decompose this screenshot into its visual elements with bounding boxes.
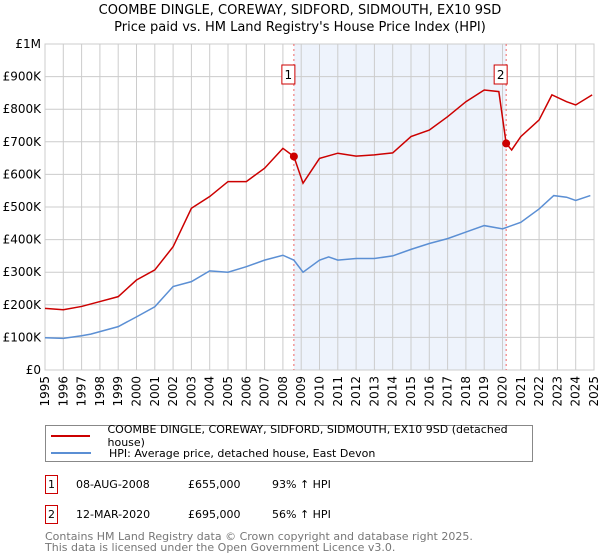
hpi-line [44, 194, 591, 340]
y-tick-label: £700K [3, 135, 43, 149]
legend: COOMBE DINGLE, COREWAY, SIDFORD, SIDMOUT… [45, 423, 533, 462]
y-tick-label: £500K [3, 200, 43, 214]
x-tick-label: 2015 [404, 376, 418, 407]
y-tick-label: £200K [3, 298, 43, 312]
sale-marker-box [493, 64, 508, 85]
sale-date: 08-AUG-2008 [76, 478, 150, 491]
footer-copyright: Contains HM Land Registry data © Crown c… [45, 530, 473, 543]
y-tick-label: £400K [3, 233, 43, 247]
x-tick-label: 1999 [111, 376, 125, 407]
x-tick-label: 2021 [514, 376, 528, 407]
y-tick-label: £300K [3, 265, 43, 279]
legend-swatch-red [51, 435, 90, 437]
legend-label: HPI: Average price, detached house, East… [109, 446, 376, 460]
x-tick-label: 2014 [386, 376, 400, 407]
sale-hpi-change: 56% ↑ HPI [272, 508, 331, 521]
x-tick-label: 2016 [422, 376, 436, 407]
sale-marker-label: 1 [285, 68, 293, 82]
x-tick-label: 2006 [239, 376, 253, 407]
y-tick-label: £0 [26, 363, 41, 377]
x-tick-label: 2004 [203, 376, 217, 407]
x-tick-label: 2010 [313, 376, 327, 407]
y-tick-label: £800K [3, 102, 43, 116]
y-tick-label: £900K [3, 70, 43, 84]
x-tick-label: 2003 [184, 376, 198, 407]
sale-marker-box [281, 64, 296, 85]
x-tick-label: 2020 [496, 376, 510, 407]
x-tick-label: 2001 [148, 376, 162, 407]
x-tick-label: 2005 [221, 376, 235, 407]
x-tick-label: 1998 [93, 376, 107, 407]
sale-row: 1 08-AUG-2008 £655,000 93% ↑ HPI [45, 475, 545, 495]
sale-hpi-change: 93% ↑ HPI [272, 478, 331, 491]
sale-point [289, 152, 298, 161]
property-price-line [44, 89, 593, 311]
x-tick-label: 2002 [166, 376, 180, 407]
chart-title: COOMBE DINGLE, COREWAY, SIDFORD, SIDMOUT… [98, 3, 502, 18]
x-tick-label: 2025 [587, 376, 600, 407]
x-tick-label: 2019 [477, 376, 491, 407]
x-tick-label: 2000 [130, 376, 144, 407]
y-tick-label: £600K [3, 167, 43, 181]
y-tick-label: £100K [3, 330, 43, 344]
footer-licence: This data is licensed under the Open Gov… [45, 541, 396, 554]
x-tick-label: 2008 [276, 376, 290, 407]
sale-marker-label: 2 [497, 68, 505, 82]
legend-item-property: COOMBE DINGLE, COREWAY, SIDFORD, SIDMOUT… [46, 423, 532, 449]
x-tick-label: 2017 [441, 376, 455, 407]
legend-item-hpi: HPI: Average price, detached house, East… [46, 445, 375, 461]
chart-subtitle: Price paid vs. HM Land Registry's House … [114, 20, 486, 35]
x-tick-label: 2023 [550, 376, 564, 407]
x-tick-label: 2009 [294, 376, 308, 407]
x-tick-label: 2018 [459, 376, 473, 407]
sale-row: 2 12-MAR-2020 £695,000 56% ↑ HPI [45, 505, 545, 525]
x-tick-label: 2013 [367, 376, 381, 407]
x-tick-label: 2024 [569, 376, 583, 407]
x-tick-label: 1995 [38, 376, 52, 407]
plot-border [44, 43, 595, 371]
sale-date: 12-MAR-2020 [76, 508, 151, 521]
legend-label: COOMBE DINGLE, COREWAY, SIDFORD, SIDMOUT… [107, 423, 508, 449]
x-tick-label: 1997 [75, 376, 89, 407]
x-tick-label: 2011 [331, 376, 345, 407]
legend-swatch-blue [51, 452, 91, 454]
sale-price: £655,000 [188, 478, 241, 491]
sale-point [502, 139, 511, 148]
sale-marker-badge: 2 [45, 505, 58, 524]
x-tick-label: 1996 [56, 376, 70, 407]
plot-area: £0 £100K £200K £300K £400K £500K £600K £700K £80… [3, 37, 600, 407]
y-tick-label: £1M [15, 37, 41, 51]
sale-marker-badge: 1 [45, 475, 58, 494]
x-tick-label: 2007 [258, 376, 272, 407]
x-tick-label: 2022 [532, 376, 546, 407]
sale-price: £695,000 [188, 508, 241, 521]
x-tick-label: 2012 [349, 376, 363, 407]
